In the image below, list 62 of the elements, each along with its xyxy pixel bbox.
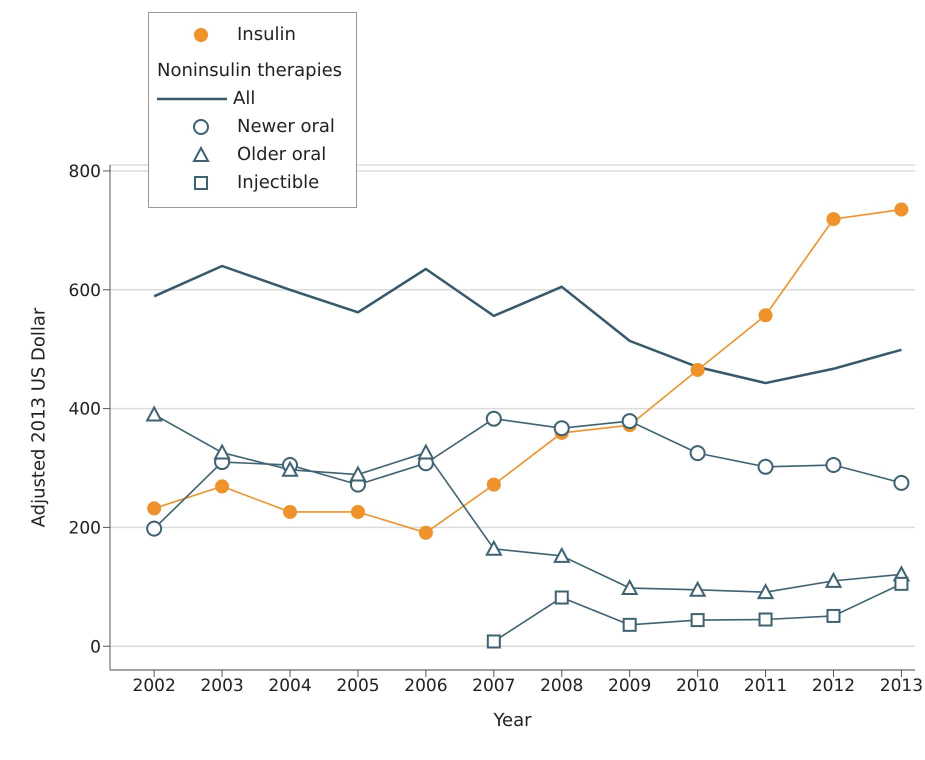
x-axis-title: Year — [492, 710, 532, 731]
legend-label: Newer oral — [237, 115, 335, 139]
point — [893, 474, 910, 491]
point — [554, 548, 570, 563]
legend-label: Insulin — [237, 23, 296, 47]
point — [486, 410, 502, 427]
x-tick-label: 2002 — [132, 676, 176, 696]
point — [283, 504, 298, 519]
x-tick-label: 2011 — [744, 676, 788, 696]
point — [350, 466, 366, 482]
x-tick-label: 2013 — [880, 676, 924, 696]
point — [826, 212, 840, 226]
point — [622, 580, 638, 596]
point — [350, 504, 365, 519]
x-tick-label: 2007 — [472, 676, 516, 696]
legend-label: All — [233, 87, 256, 111]
point — [215, 479, 230, 494]
legend-title: Noninsulin therapies — [157, 59, 342, 83]
point — [758, 584, 774, 600]
point — [418, 444, 434, 460]
x-tick-label: 2005 — [336, 676, 380, 696]
point — [758, 458, 774, 475]
point — [690, 445, 706, 462]
point — [622, 618, 637, 632]
y-tick-label: 0 — [90, 637, 101, 658]
x-tick-label: 2008 — [540, 676, 584, 696]
y-tick-label: 400 — [68, 400, 101, 420]
point — [825, 457, 842, 474]
x-tick-label: 2003 — [200, 676, 244, 696]
point — [146, 406, 162, 422]
x-tick-label: 2012 — [812, 676, 856, 696]
point — [622, 413, 638, 430]
point — [894, 202, 908, 217]
x-tick-label: 2006 — [404, 676, 448, 696]
y-tick-label: 600 — [68, 280, 101, 301]
point — [758, 308, 773, 322]
point — [690, 582, 706, 597]
point — [825, 572, 842, 588]
point — [214, 444, 230, 460]
line-series — [152, 264, 903, 384]
point — [554, 590, 569, 605]
point — [826, 608, 840, 623]
x-tick-label: 2004 — [268, 676, 312, 696]
y-axis-title: Adjusted 2013 US Dollar — [28, 307, 50, 528]
point — [758, 612, 773, 626]
point — [894, 576, 908, 591]
point — [554, 420, 570, 436]
y-tick-label: 200 — [68, 518, 101, 538]
point — [690, 613, 705, 628]
point — [486, 634, 501, 648]
point — [282, 462, 298, 477]
x-tick-label: 2009 — [608, 676, 652, 696]
legend-label: Older oral — [237, 143, 326, 167]
point — [486, 540, 502, 556]
point — [486, 478, 501, 492]
y-tick-label: 800 — [68, 162, 101, 182]
point — [690, 362, 705, 377]
x-tick-label: 2010 — [676, 676, 720, 696]
legend-label: Injectible — [237, 171, 320, 195]
point — [146, 520, 162, 537]
point — [418, 526, 433, 540]
point — [147, 501, 162, 516]
